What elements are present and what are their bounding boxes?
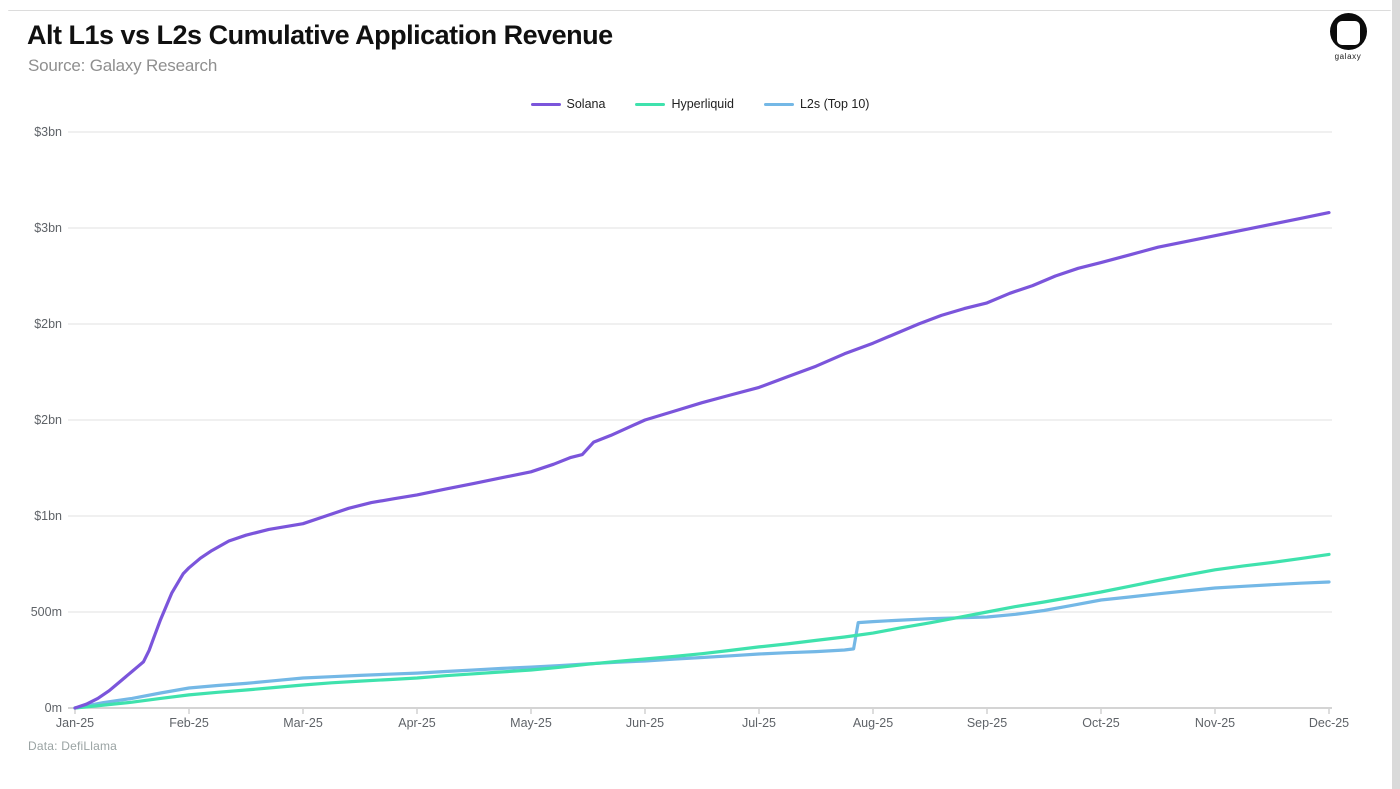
legend-item-hyperliquid[interactable]: Hyperliquid <box>635 97 734 111</box>
x-tick-label: Jan-25 <box>56 716 94 730</box>
series-line-l2s-top-10 <box>73 580 1331 710</box>
legend-swatch-solana <box>530 102 561 106</box>
legend-label-hyperliquid: Hyperliquid <box>671 97 734 111</box>
legend-swatch-hyperliquid <box>635 102 666 106</box>
galaxy-logo-icon <box>1329 13 1367 50</box>
galaxy-logo-word: galaxy <box>1334 52 1362 61</box>
legend-item-l2s-top-10[interactable]: L2s (Top 10) <box>763 97 870 111</box>
x-tick-label: Oct-25 <box>1082 716 1120 730</box>
page-title: Alt L1s vs L2s Cumulative Application Re… <box>27 20 613 50</box>
data-source-footer: Data: DefiLlama <box>28 739 118 753</box>
x-tick-label: Feb-25 <box>169 716 209 730</box>
y-tick-label: $1bn <box>34 509 62 523</box>
y-tick-label: 500m <box>31 605 62 619</box>
y-tick-label: 0m <box>45 701 62 715</box>
legend-swatch-l2s-top-10 <box>763 102 794 106</box>
galaxy-logo: galaxy <box>1320 13 1376 61</box>
y-tick-label: $2bn <box>34 413 62 427</box>
source-subtitle: Source: Galaxy Research <box>28 56 218 75</box>
legend-label-solana: Solana <box>566 97 606 111</box>
legend-label-l2s-top-10: L2s (Top 10) <box>799 97 870 111</box>
x-tick-label: Apr-25 <box>398 716 436 730</box>
card-right-edge <box>1392 0 1400 789</box>
x-tick-label: May-25 <box>510 716 552 730</box>
y-tick-label: $2bn <box>34 317 62 331</box>
x-tick-label: Jul-25 <box>742 716 776 730</box>
y-tick-label: $3bn <box>34 221 62 235</box>
series-line-solana <box>73 211 1331 710</box>
x-tick-label: Mar-25 <box>283 716 323 730</box>
card-top-border <box>8 10 1391 11</box>
chart-legend: Solana Hyperliquid L2s (Top 10) <box>0 97 1400 111</box>
legend-item-solana[interactable]: Solana <box>530 97 606 111</box>
x-tick-label: Nov-25 <box>1195 716 1235 730</box>
x-tick-label: Sep-25 <box>967 716 1007 730</box>
x-tick-label: Aug-25 <box>853 716 893 730</box>
y-tick-label: $3bn <box>34 125 62 139</box>
series-line-hyperliquid <box>73 552 1331 710</box>
x-tick-label: Dec-25 <box>1309 716 1349 730</box>
x-tick-label: Jun-25 <box>626 716 664 730</box>
